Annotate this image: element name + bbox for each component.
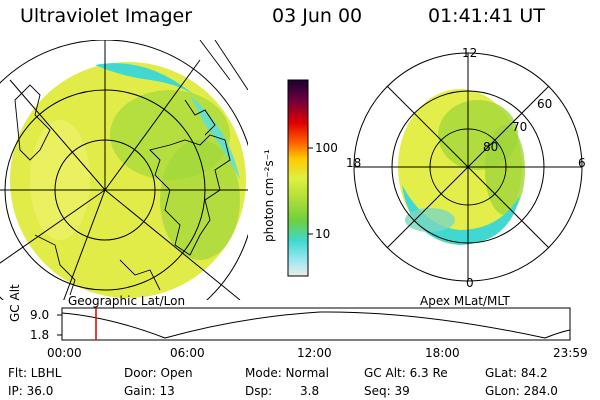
mlat-label-60: 60 [537, 97, 553, 111]
info-mode: Mode: Normal [245, 366, 329, 380]
mlt-label-0: 0 [466, 276, 474, 290]
geographic-map [0, 40, 248, 300]
info-dsp-value: 3.8 [300, 384, 320, 398]
right-panel-caption: Apex MLat/MLT [420, 294, 510, 308]
time-tick-1200: 12:00 [297, 346, 332, 360]
time-tick-1800: 18:00 [425, 346, 460, 360]
info-ip: IP: 36.0 [8, 384, 54, 398]
mlt-label-18: 18 [346, 156, 362, 170]
altitude-ylabel: GC Alt [8, 284, 22, 322]
altitude-plot [57, 307, 571, 341]
time-tick-0600: 06:00 [170, 346, 205, 360]
info-glat: GLat: 84.2 [485, 366, 548, 380]
info-flt: Flt: LBHL [8, 366, 62, 380]
info-gcalt: GC Alt: 6.3 Re [364, 366, 448, 380]
polar-plot [353, 52, 583, 282]
altitude-ytick-1-8: 1.8 [30, 328, 50, 342]
mlat-label-70: 70 [512, 120, 528, 134]
time-tick-0000: 00:00 [47, 346, 82, 360]
time-label: 01:41:41 UT [428, 5, 545, 27]
mlt-label-6: 6 [578, 156, 586, 170]
altitude-curve [61, 311, 571, 339]
app-title: Ultraviolet Imager [20, 5, 193, 27]
colorbar-unit-label: photon cm⁻²s⁻¹ [262, 149, 276, 242]
info-seq: Seq: 39 [364, 384, 410, 398]
colorbar [287, 79, 313, 277]
info-door: Door: Open [124, 366, 193, 380]
coastline [149, 134, 231, 256]
colorbar-tick-10: 10 [315, 227, 331, 241]
left-panel-caption: Geographic Lat/Lon [68, 294, 186, 308]
info-dsp-label: Dsp: [245, 384, 273, 398]
info-glon: GLon: 284.0 [485, 384, 558, 398]
altitude-ytick-9: 9.0 [30, 308, 50, 322]
date-label: 03 Jun 00 [272, 5, 363, 27]
mlat-label-80: 80 [483, 140, 499, 154]
info-gain: Gain: 13 [124, 384, 175, 398]
mlt-label-12: 12 [462, 46, 478, 60]
time-tick-2359: 23:59 [553, 346, 588, 360]
colorbar-tick-100: 100 [315, 141, 338, 155]
